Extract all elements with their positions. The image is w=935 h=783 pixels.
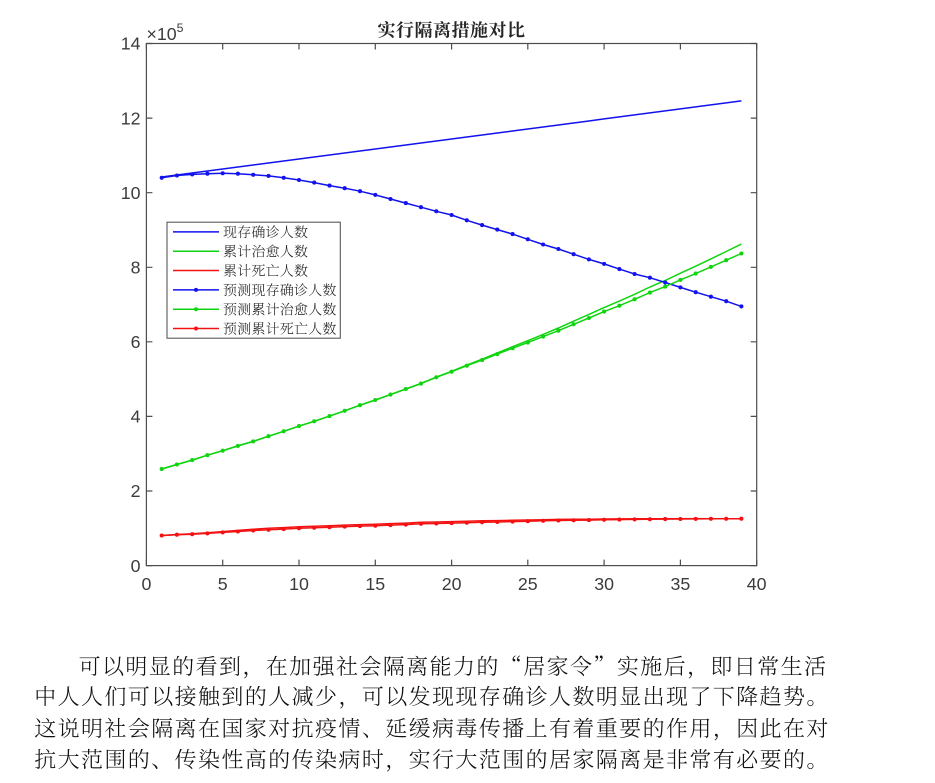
svg-text:20: 20 bbox=[442, 574, 462, 594]
svg-text:35: 35 bbox=[671, 574, 691, 594]
svg-text:15: 15 bbox=[365, 574, 385, 594]
svg-text:12: 12 bbox=[121, 108, 141, 128]
svg-text:4: 4 bbox=[131, 407, 141, 427]
svg-text:5: 5 bbox=[218, 574, 228, 594]
svg-text:14: 14 bbox=[121, 34, 141, 54]
svg-text:25: 25 bbox=[518, 574, 538, 594]
svg-text:10: 10 bbox=[289, 574, 309, 594]
svg-text:2: 2 bbox=[131, 481, 141, 501]
svg-text:30: 30 bbox=[594, 574, 614, 594]
svg-text:8: 8 bbox=[131, 258, 141, 278]
svg-text:6: 6 bbox=[131, 332, 141, 352]
svg-text:0: 0 bbox=[131, 556, 141, 576]
svg-text:40: 40 bbox=[747, 574, 767, 594]
svg-text:×105: ×105 bbox=[147, 21, 184, 44]
svg-text:0: 0 bbox=[141, 574, 151, 594]
svg-text:10: 10 bbox=[121, 183, 141, 203]
